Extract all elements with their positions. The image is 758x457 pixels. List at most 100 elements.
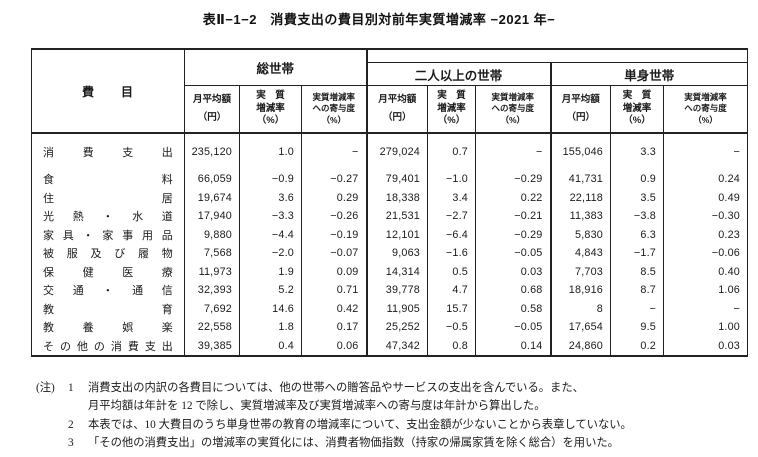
cell: 155,046	[549, 133, 611, 170]
cell: −2.7	[427, 207, 476, 226]
footnote-1: (注) 1 消費支出の内訳の各費目については、他の世帯への贈答品やサービスの支出…	[36, 379, 748, 416]
cell: 0.14	[475, 336, 551, 356]
cell: 8.5	[610, 262, 664, 281]
table-row-furniture-household: 家 具 ・ 家 事 用 品 9,880 −4.4 −0.19 12,101 −6…	[31, 225, 748, 244]
footnote-2: 2 本表では、10 大費目のうち単身世帯の教育の増減率について、支出金額が少ない…	[36, 416, 748, 434]
cell: 1.8	[239, 318, 302, 337]
cell: 9,063	[365, 244, 428, 263]
cell: −0.05	[475, 244, 551, 263]
group-header-two-or-more-person: 二人以上の世帯	[365, 62, 551, 86]
cell: −0.5	[427, 318, 476, 337]
table-row-transportation-communication: 交 通 ・ 通 信 32,393 5.2 0.71 39,778 4.7 0.6…	[31, 281, 748, 300]
cell: 0.42	[300, 299, 367, 318]
table-title: 表Ⅱ−1−2 消費支出の費目別対前年実質増減率 −2021 年−	[202, 12, 556, 27]
cell: −0.06	[663, 244, 748, 263]
cell: 0.24	[663, 170, 748, 189]
cell: −1.6	[427, 244, 476, 263]
cell: −0.07	[300, 244, 367, 263]
cell: 24,860	[549, 336, 611, 356]
cell: −	[663, 299, 748, 318]
cell: 41,731	[549, 170, 611, 189]
col-header-monthly-average-all: 月平均額 （円）	[184, 85, 240, 134]
cell: 18,338	[365, 188, 428, 207]
cell: −0.29	[475, 170, 551, 189]
footnote-marker: (注)	[36, 382, 55, 394]
table-row-medical-care: 保 健 医 療 11,973 1.9 0.09 14,314 0.5 0.03 …	[31, 262, 748, 281]
cell: 0.4	[239, 336, 302, 356]
cell: −	[663, 133, 748, 170]
cell: −3.3	[239, 207, 302, 226]
row-label: 光 熱 ・ 水 道	[31, 207, 185, 226]
cell: 279,024	[365, 133, 428, 170]
group-header-all-households: 総世帯	[183, 49, 367, 86]
cell: 3.6	[239, 188, 302, 207]
row-label: 消 費 支 出	[31, 133, 185, 170]
cell: 1.06	[663, 281, 748, 300]
cell: −0.05	[475, 318, 551, 337]
cell: 4.7	[427, 281, 476, 300]
cell: 0.7	[427, 133, 476, 170]
cell: 235,120	[184, 133, 240, 170]
table-row-clothing-footwear: 被 服 及 び 履 物 7,568 −2.0 −0.07 9,063 −1.6 …	[31, 244, 748, 263]
row-label: そ の 他 の 消 費 支 出	[31, 336, 185, 356]
cell: 0.23	[663, 225, 748, 244]
footnote-text: 本表では、10 大費目のうち単身世帯の教育の増減率について、支出金額が少ないこと…	[88, 418, 632, 431]
cell: 39,778	[365, 281, 428, 300]
cell: 7,703	[549, 262, 611, 281]
cell: 3.5	[610, 188, 664, 207]
cell: −0.29	[475, 225, 551, 244]
cell: 5,830	[549, 225, 611, 244]
cell: 0.03	[663, 336, 748, 356]
footnotes: (注) 1 消費支出の内訳の各費目については、他の世帯への贈答品やサービスの支出…	[36, 379, 748, 452]
cell: 19,674	[184, 188, 240, 207]
cell: 15.7	[427, 299, 476, 318]
col-header-real-change-rate-single: 実 質 増減率 （%）	[610, 85, 664, 134]
cell: 7,568	[184, 244, 240, 263]
cell: 11,383	[549, 207, 611, 226]
cell: 22,558	[184, 318, 240, 337]
cell: 12,101	[365, 225, 428, 244]
row-label: 教 育	[31, 299, 185, 318]
cell: 7,692	[184, 299, 240, 318]
col-header-item: 費 目	[31, 49, 185, 134]
cell: 25,252	[365, 318, 428, 337]
cell: 0.9	[610, 170, 664, 189]
cell: 8	[549, 299, 611, 318]
cell: 0.22	[475, 188, 551, 207]
cell: 17,654	[549, 318, 611, 337]
cell: 0.17	[300, 318, 367, 337]
cell: 9.5	[610, 318, 664, 337]
row-label: 保 健 医 療	[31, 262, 185, 281]
cell: 14,314	[365, 262, 428, 281]
cell: 3.4	[427, 188, 476, 207]
cell: 66,059	[184, 170, 240, 189]
cell: 3.3	[610, 133, 664, 170]
cell: 5.2	[239, 281, 302, 300]
cell: 47,342	[365, 336, 428, 356]
row-label: 教 養 娯 楽	[31, 318, 185, 337]
row-label: 家 具 ・ 家 事 用 品	[31, 225, 185, 244]
col-header-monthly-average-single: 月平均額 （円）	[549, 85, 611, 134]
cell: 8.7	[610, 281, 664, 300]
cell: −4.4	[239, 225, 302, 244]
cell: −0.27	[300, 170, 367, 189]
col-header-contribution-all: 実質増減率 への寄与度 （%）	[300, 85, 367, 134]
footnote-text: 「その他の消費支出」の増減率の実質化には、消費者物価指数（持家の帰属家賃を除く総…	[88, 436, 619, 449]
row-label: 食 料	[31, 170, 185, 189]
cell: 11,973	[184, 262, 240, 281]
expenditure-table: 費 目 総世帯 二人以上の世帯 単身世帯 月平均額 （円） 実 質 増減率 （%…	[31, 48, 749, 357]
cell: 32,393	[184, 281, 240, 300]
cell: −0.21	[475, 207, 551, 226]
cell: −0.26	[300, 207, 367, 226]
cell: 0.29	[300, 188, 367, 207]
table-row-culture-recreation: 教 養 娯 楽 22,558 1.8 0.17 25,252 −0.5 −0.0…	[31, 318, 748, 337]
cell: 1.9	[239, 262, 302, 281]
cell: 0.03	[475, 262, 551, 281]
row-label: 交 通 ・ 通 信	[31, 281, 185, 300]
row-label: 被 服 及 び 履 物	[31, 244, 185, 263]
cell: −3.8	[610, 207, 664, 226]
cell: 0.2	[610, 336, 664, 356]
group-header-spacer	[365, 49, 748, 63]
footnote-number: 3	[68, 436, 74, 449]
